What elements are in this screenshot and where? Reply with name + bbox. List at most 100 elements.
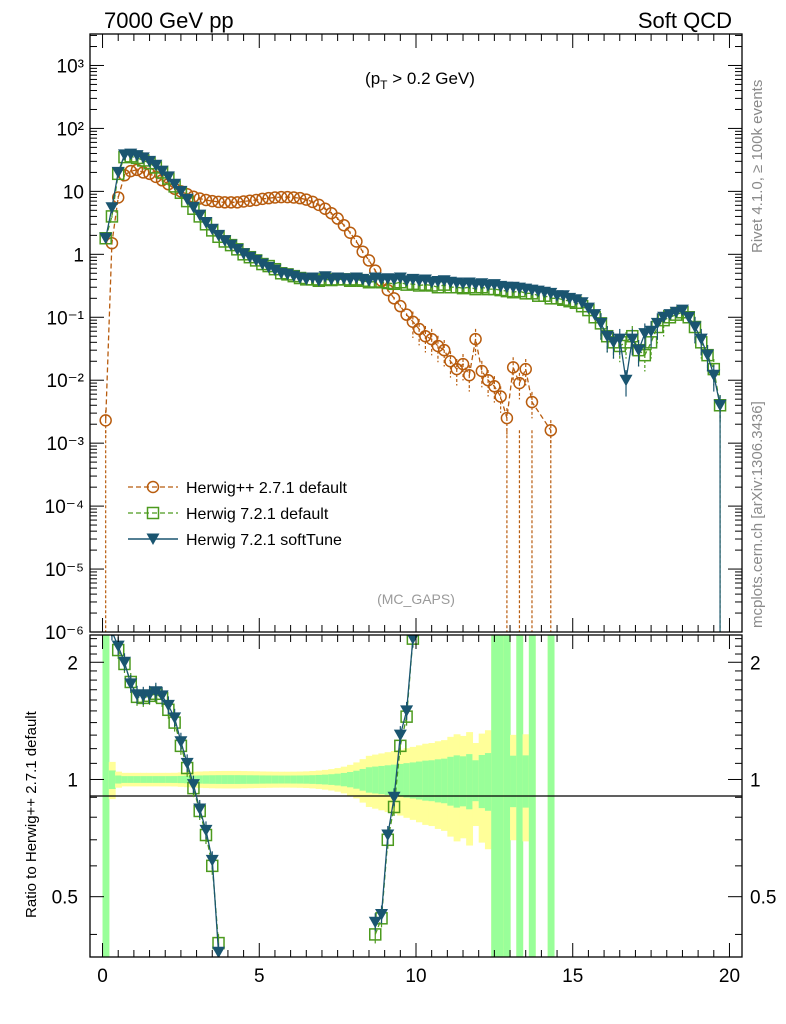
ratio-point [186,779,200,791]
ratio-point [393,729,407,742]
legend-label-herwig7-default: Herwig 7.2.1 default [186,506,329,523]
data-point [350,235,363,248]
data-point [193,192,206,205]
ratio-band-1sigma [453,755,461,808]
header-energy-label: 7000 GeV pp [104,8,234,33]
axes-ticks: 0 5 10 15 2010⁻⁶10⁻⁵10⁻⁴10⁻³10⁻²10⁻¹11010²10… [45,34,776,987]
data-point [331,212,344,225]
ratio-band-1sigma [240,775,248,784]
data-point [475,364,489,378]
pt-cut-label: (pT > 0.2 GeV) [365,69,475,92]
data-point [137,166,150,179]
data-point [256,192,269,206]
data-point [268,191,282,204]
ratio-y-tick-label: 0.5 [52,888,78,909]
data-point [149,170,163,184]
data-point [149,159,163,172]
ratio-band-1sigma [196,775,204,784]
data-point [249,254,263,267]
ratio-band-1sigma [365,767,373,793]
data-point [575,297,589,309]
data-point [230,243,244,256]
data-point [632,344,646,357]
legend-entry-herwig7-softtune: Herwig 7.2.1 softTune [128,532,342,549]
data-point [193,209,207,222]
ratio-band-1sigma [146,776,154,783]
data-point [224,196,238,209]
data-point [206,194,219,208]
data-point [362,254,376,267]
data-point [469,332,482,346]
ratio-band-1sigma [390,764,398,796]
ratio-band-1sigma [202,775,210,784]
data-point [588,309,602,321]
data-point [306,195,319,209]
x-tick-label: 20 [719,966,740,987]
data-point [249,193,263,207]
data-point [425,332,438,346]
ratio-band-1sigma [265,775,273,784]
data-point [707,369,721,382]
data-point [488,380,501,393]
data-point [274,190,288,204]
data-point [644,325,658,338]
legend-marker-triangle [146,533,160,545]
x-tick-label: 15 [562,966,583,987]
data-point [231,196,244,209]
data-point [312,198,326,212]
data-point [224,239,238,252]
x-tick-label: 0 [97,966,108,987]
data-point [613,333,627,346]
ratio-band-1sigma [459,756,467,807]
ratio-band-1sigma [353,770,361,789]
data-point [525,395,539,409]
mcplots-citation-label: mcplots.cern.ch [arXiv:1306.3436] [749,401,766,628]
data-point [431,339,445,353]
data-point [463,368,476,382]
x-tick-label: 5 [254,966,265,987]
data-point [519,362,532,376]
legend-marker-circle [146,480,160,494]
ratio-band-1sigma [165,776,173,783]
data-point [186,201,200,214]
ratio-point [375,909,389,921]
ratio-band-1sigma [127,776,135,783]
ratio-band-1sigma [290,775,298,784]
ratio-band-1sigma [177,775,185,784]
ratio-band-1sigma [347,771,354,788]
data-point [124,164,137,178]
ratio-band-1sigma [372,766,379,794]
ratio-band-1sigma [284,775,292,784]
data-point [494,390,507,403]
x-tick-label: 10 [405,966,426,987]
data-point [701,349,715,362]
ratio-band-1sigma [334,773,342,786]
ratio-point [193,803,207,815]
data-point [513,376,526,390]
header-category-label: Soft QCD [638,8,732,33]
data-point [287,191,300,204]
ratio-band-1sigma [115,775,122,784]
y-tick-label: 10² [57,119,84,140]
ratio-band-1sigma [259,775,267,784]
data-point [682,311,696,324]
data-point [199,193,213,207]
ratio-y-tick-label-right: 1 [750,770,761,791]
ratio-band-1sigma [428,760,436,802]
y-tick-label: 1 [73,245,84,266]
ratio-band-1sigma [309,775,317,784]
y-tick-label: 10⁻⁶ [45,623,84,644]
data-point [675,304,689,317]
ratio-point [168,712,182,724]
ratio-band-1sigma [478,754,486,809]
legend-label-herwigpp: Herwig++ 2.7.1 default [186,480,348,497]
data-point [419,329,432,343]
ratio-band-1sigma [121,776,129,783]
ratio-point [205,854,219,867]
ratio-band-1sigma [152,776,160,783]
data-point [343,226,357,240]
data-point [300,193,313,206]
ratio-y-axis-label: Ratio to Herwig++ 2.7.1 default [23,710,40,918]
data-point [506,361,520,374]
